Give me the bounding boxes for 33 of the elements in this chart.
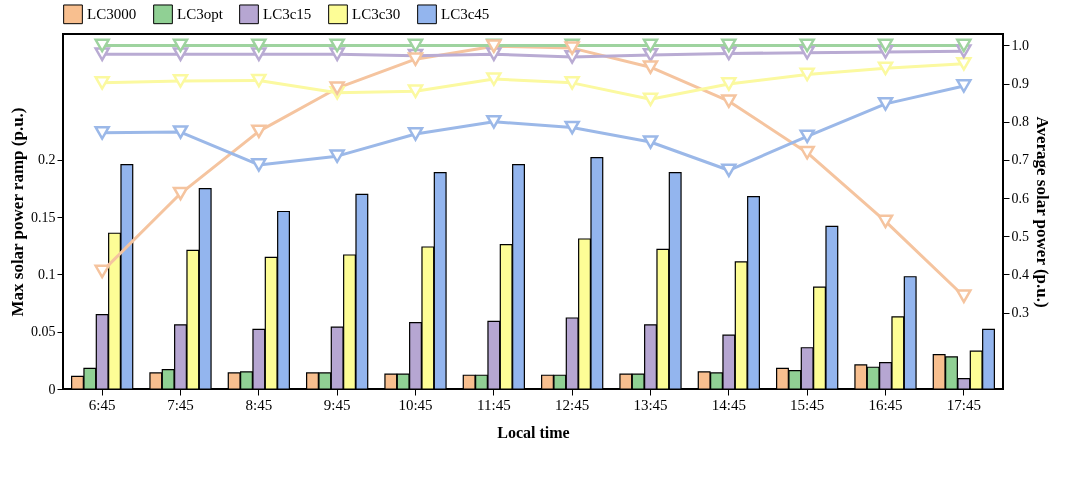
y2-tick-label: 1.0 [1011,37,1029,53]
y2-tick-label: 0.8 [1011,114,1029,130]
y-axis-title: Max solar power ramp (p.u.) [8,107,27,317]
y2-axis-title: Average solar power (p.u.) [1033,116,1052,308]
x-tick-label: 17:45 [946,396,981,413]
y-tick-label: 0.05 [31,324,56,340]
x-tick-label: 14:45 [711,396,746,413]
legend-label: LC3000 [87,6,137,23]
y2-tick-label: 0.3 [1011,305,1029,321]
y-tick-label: 0.15 [31,209,56,225]
x-tick-label: 15:45 [790,396,825,413]
legend-label: LC3c45 [441,6,490,23]
y-tick-label: 0 [48,381,56,397]
x-tick-label: 11:45 [477,396,511,413]
x-tick-label: 12:45 [555,396,590,413]
y2-tick-label: 0.4 [1011,266,1029,282]
legend-label: LC3c30 [352,6,401,23]
x-axis-title: Local time [497,423,570,441]
legend-label: LC3opt [177,6,224,23]
x-tick-label: 6:45 [88,396,116,413]
y2-tick-label: 0.6 [1011,190,1029,206]
y2-tick-label: 0.7 [1011,152,1029,168]
y2-tick-label: 0.9 [1011,76,1029,92]
y-tick-label: 0.1 [38,266,56,282]
x-tick-label: 10:45 [398,396,433,413]
x-tick-label: 13:45 [633,396,668,413]
y2-tick-label: 0.5 [1011,228,1029,244]
x-tick-label: 8:45 [245,396,273,413]
x-tick-label: 16:45 [868,396,903,413]
y-tick-label: 0.2 [38,152,56,168]
x-tick-label: 7:45 [167,396,194,413]
legend-label: LC3c15 [263,6,312,23]
x-tick-label: 9:45 [323,396,351,413]
